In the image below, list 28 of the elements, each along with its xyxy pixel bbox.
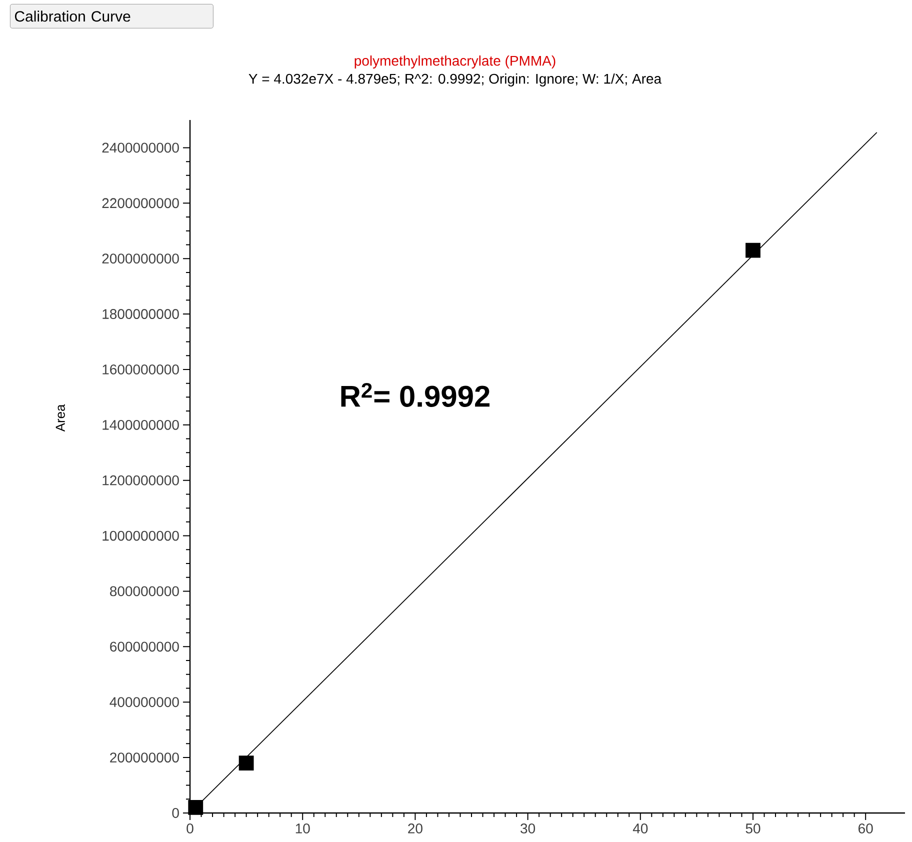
chart-title: polymethylmethacrylate (PMMA) xyxy=(354,55,556,69)
point xyxy=(238,756,254,771)
x-tick-label: 60 xyxy=(858,824,873,834)
y-tick-label: 800000000 xyxy=(110,586,179,596)
x-tick-label: 30 xyxy=(520,824,536,834)
x-tick-label: 0 xyxy=(186,824,194,834)
y-tick-label: 1800000000 xyxy=(102,309,179,319)
text: Calibration Curve xyxy=(14,10,130,22)
point xyxy=(188,800,204,815)
y-tick-label: 2000000000 xyxy=(102,254,179,264)
y-tick-label: 2200000000 xyxy=(102,198,179,208)
y-tick-label: 2400000000 xyxy=(102,142,179,153)
y-tick-label: 0 xyxy=(172,808,179,818)
y-tick-label: 600000000 xyxy=(110,642,179,652)
y-tick-label: 1000000000 xyxy=(102,530,179,541)
x-tick-label: 50 xyxy=(746,824,760,834)
y-tick-label: 200000000 xyxy=(110,752,179,763)
chart-subtitle: Y = 4.032e7X - 4.879e5; R^2: 0.9992; Origin: Ignore; W: 1/X; Area xyxy=(248,73,662,87)
x-tick-label: 10 xyxy=(296,824,310,834)
y-tick-label: 1600000000 xyxy=(102,364,179,374)
x-tick-label: 40 xyxy=(632,824,648,834)
y-tick-label: 400000000 xyxy=(110,697,179,708)
annotation: R$^{2}$= 0.9992 xyxy=(341,382,490,407)
y-tick-label: 1200000000 xyxy=(102,475,179,486)
y-tick-label: 1400000000 xyxy=(102,420,179,430)
x-tick-label: 20 xyxy=(408,824,422,834)
y-axis-title: Area xyxy=(56,404,65,432)
point xyxy=(746,242,760,258)
